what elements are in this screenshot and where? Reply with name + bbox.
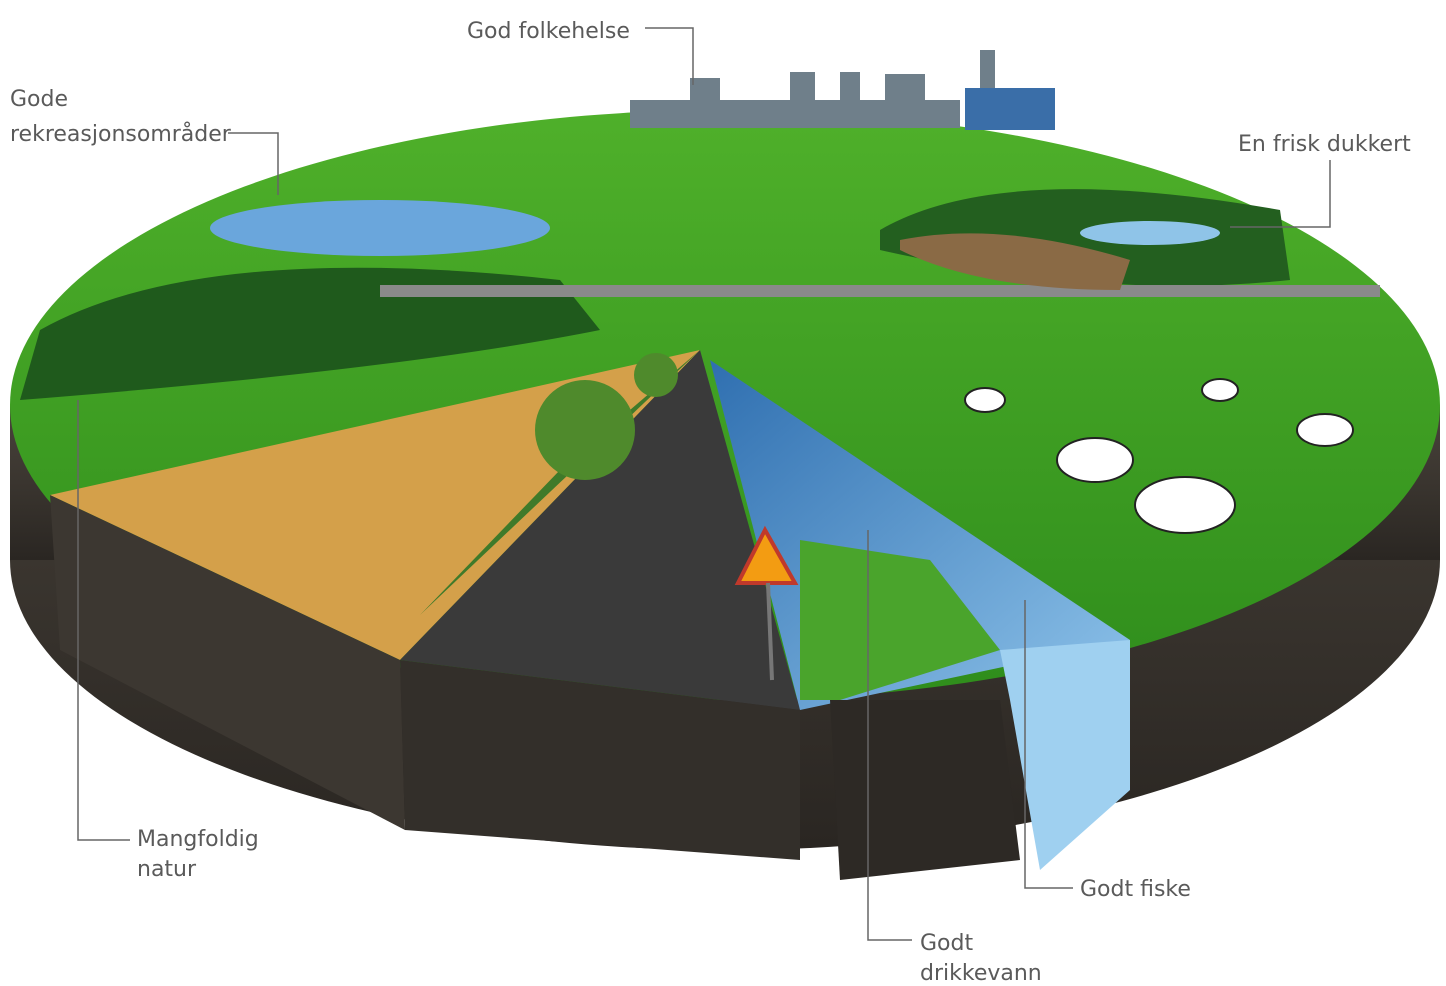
leader-line bbox=[228, 132, 279, 195]
leader-line bbox=[645, 27, 694, 85]
label: Gode bbox=[10, 87, 68, 112]
label: En frisk dukkert bbox=[1238, 132, 1411, 157]
leader-line bbox=[867, 530, 912, 941]
label: drikkevann bbox=[920, 961, 1042, 986]
label: Godt bbox=[920, 931, 973, 956]
landscape-disc bbox=[10, 50, 1440, 880]
leader-line bbox=[1024, 600, 1073, 889]
leader-line bbox=[77, 400, 130, 841]
leader-line bbox=[1230, 160, 1331, 228]
callouts: God folkehelse Gode rekreasjonsområder E… bbox=[10, 19, 1411, 986]
label: God folkehelse bbox=[467, 19, 630, 44]
label: natur bbox=[137, 857, 197, 882]
label: Mangfoldig bbox=[137, 827, 259, 852]
label: Godt fiske bbox=[1080, 877, 1191, 902]
label: rekreasjonsområder bbox=[10, 121, 232, 147]
